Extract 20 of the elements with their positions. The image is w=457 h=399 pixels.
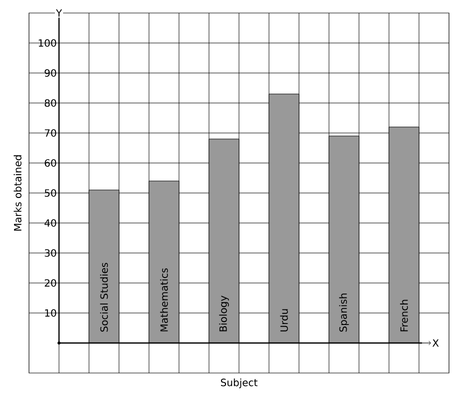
- annotation: Y: [56, 9, 62, 17]
- y-tick-label: 30: [44, 249, 56, 257]
- y-tick-label: 40: [44, 219, 56, 227]
- y-axis-title: Marks obtained: [14, 155, 22, 231]
- y-tick-label: 60: [44, 159, 56, 167]
- x-tick-label: Urdu: [280, 309, 288, 332]
- x-tick-label: Mathematics: [160, 268, 168, 332]
- y-tick-label: 100: [38, 39, 56, 47]
- x-axis-title: Subject: [220, 378, 258, 388]
- y-tick-label: 50: [44, 189, 56, 197]
- y-tick-label: 70: [44, 129, 56, 137]
- x-tick-label: Spanish: [339, 294, 349, 332]
- y-tick-label: 90: [44, 69, 56, 77]
- y-tick-label: 10: [45, 309, 56, 317]
- y-tick-label: 80: [44, 99, 56, 107]
- annotation: X: [432, 339, 439, 347]
- y-tick-label: 20: [44, 279, 56, 287]
- x-tick-label: Biology: [219, 296, 229, 332]
- x-tick-label: Social Studies: [100, 262, 108, 332]
- x-tick-label: French: [400, 300, 408, 332]
